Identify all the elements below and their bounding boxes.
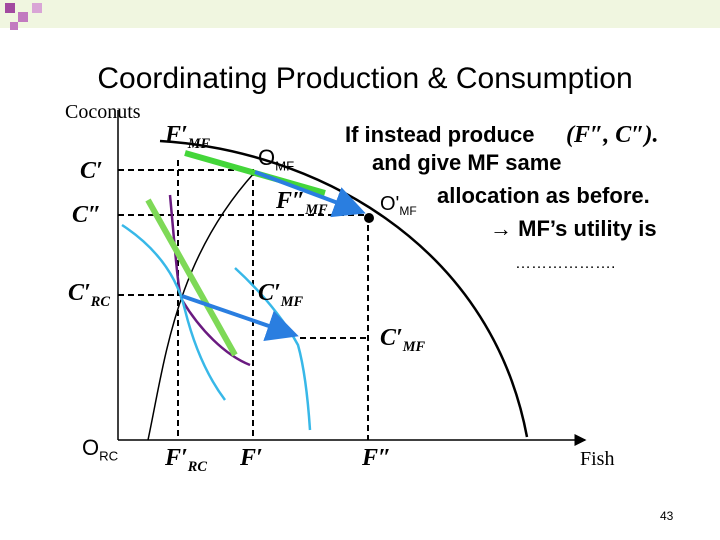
label-sub: MF	[275, 159, 294, 174]
label-main: F″	[361, 445, 391, 471]
label: C′RC	[68, 280, 110, 310]
blank: ……………….	[515, 255, 615, 272]
text-line: → MF’s utility is	[490, 216, 657, 241]
diagram	[117, 110, 587, 446]
text-line: and give MF same	[372, 150, 562, 175]
label: O'MF	[380, 193, 417, 218]
label-sub: MF	[187, 136, 211, 152]
label: F″	[361, 445, 391, 471]
label-main: C′	[258, 280, 281, 306]
label: F′RC	[164, 445, 207, 475]
label-sub: RC	[187, 459, 208, 475]
label-main: O'	[380, 193, 399, 215]
title: Coordinating Production & Consumption	[97, 62, 632, 95]
label-main: O	[258, 145, 275, 170]
y-label: Coconuts	[65, 101, 141, 123]
label-main: C′	[380, 325, 403, 351]
label-main: C″	[72, 202, 101, 228]
label-main: F″	[275, 188, 305, 214]
label-main: F′	[164, 122, 188, 148]
label-main: C′	[68, 280, 91, 306]
label: C′MF	[258, 280, 304, 310]
label-main: F′	[164, 445, 188, 471]
label: F′	[239, 445, 263, 471]
label: F″MF	[275, 188, 328, 218]
page-number: 43	[660, 509, 674, 523]
label-sub: MF	[280, 294, 304, 310]
label: C′	[80, 158, 103, 184]
point-label: (F″, C″).	[566, 122, 659, 148]
label: C″	[72, 202, 101, 228]
label: ORC	[82, 435, 119, 464]
label-main: O	[82, 435, 99, 460]
x-label: Fish	[580, 448, 614, 470]
label: F′MF	[164, 122, 211, 152]
label-main: F′	[239, 445, 263, 471]
label-sub: MF	[304, 202, 328, 218]
text-line: allocation as before.	[437, 183, 650, 208]
text-line: If instead produce	[345, 122, 534, 147]
label-sub: RC	[90, 294, 111, 310]
label-sub: MF	[402, 339, 426, 355]
label-main: C′	[80, 158, 103, 184]
label: OMF	[258, 145, 294, 174]
label: C′MF	[380, 325, 426, 355]
label-sub: RC	[99, 449, 119, 464]
corner-deco	[0, 0, 720, 30]
label-sub: MF	[399, 204, 416, 218]
